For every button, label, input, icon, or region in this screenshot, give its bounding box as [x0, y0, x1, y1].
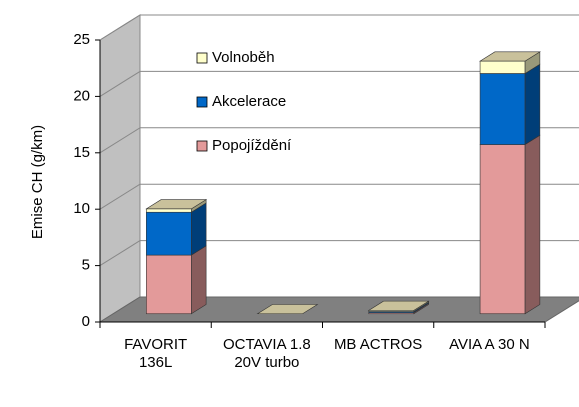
bar-segment [479, 144, 526, 315]
legend-label: Akcelerace [212, 93, 286, 110]
bar-side [524, 134, 541, 315]
bar-segment [146, 211, 192, 256]
y-tick-label: 25 [73, 31, 90, 48]
y-tick-label: 0 [82, 313, 90, 330]
legend-swatch [196, 96, 208, 108]
bar-top [256, 304, 319, 315]
bar-top [367, 300, 430, 311]
bar-segment [146, 254, 192, 315]
bar-side [524, 63, 541, 146]
grid-line [99, 14, 141, 41]
legend-bg [190, 134, 350, 158]
y-tick-label: 5 [82, 257, 90, 274]
bar-segment [479, 60, 526, 74]
legend-bg [190, 90, 350, 114]
y-tick-label: 10 [73, 200, 90, 217]
grid-line [99, 127, 141, 154]
legend-label: Volnoběh [212, 49, 275, 66]
x-tick-label: OCTAVIA 1.8 20V turbo [222, 336, 311, 371]
grid-line [99, 240, 141, 267]
legend-bg [190, 46, 350, 70]
x-tick-label: AVIA A 30 N [449, 336, 530, 353]
x-tick-label: FAVORIT 136L [124, 336, 188, 371]
y-axis-label: Emise CH (g/km) [29, 125, 46, 239]
legend-swatch [196, 52, 208, 64]
bar-side [191, 245, 207, 315]
y-tick-label: 15 [73, 144, 90, 161]
bar-segment [146, 208, 192, 213]
bar-segment [479, 73, 526, 145]
y-tick-label: 20 [73, 87, 90, 104]
bar-top [145, 199, 208, 210]
side-wall [99, 14, 141, 323]
legend-swatch [196, 140, 208, 152]
x-tick-label: MB ACTROS [333, 336, 423, 353]
bar-top [479, 51, 541, 62]
legend-label: Popojíždění [212, 137, 292, 154]
grid-line [99, 183, 141, 210]
grid-line [99, 70, 141, 97]
